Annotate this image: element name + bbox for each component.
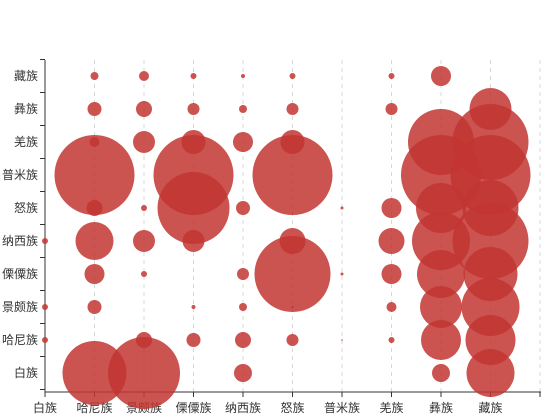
x-tick-label: 普米族 (324, 401, 360, 415)
bubble (187, 103, 200, 115)
y-tick-label: 普米族 (2, 168, 38, 182)
bubble (241, 74, 245, 78)
bubble (289, 73, 296, 79)
bubble (42, 304, 48, 310)
x-tick-label: 哈尼族 (76, 401, 112, 415)
y-tick-label: 羌族 (14, 135, 38, 149)
bubble (431, 66, 451, 86)
bubble (90, 72, 99, 80)
bubble (42, 337, 48, 343)
bubble (75, 222, 114, 260)
bubble (42, 238, 48, 244)
bubble (54, 135, 135, 215)
bubble (62, 341, 127, 405)
x-tick-label: 白族 (33, 400, 57, 415)
x-tick-label: 傈僳族 (175, 401, 211, 415)
bubble (191, 305, 196, 309)
bubble (421, 320, 461, 360)
bubble (388, 73, 395, 79)
bubble (340, 206, 344, 210)
bubble (234, 364, 252, 382)
y-tick-label: 哈尼族 (2, 333, 38, 347)
y-tick-label: 傈僳族 (2, 267, 38, 281)
x-tick-label: 怒族 (280, 400, 304, 415)
bubble (235, 332, 251, 348)
bubble (136, 332, 152, 348)
y-tick-label: 纳西族 (2, 234, 38, 248)
bubble (381, 198, 402, 218)
bubble (386, 302, 397, 312)
bubble (237, 268, 249, 280)
bubble (89, 137, 100, 147)
x-tick-label: 纳西族 (225, 401, 261, 415)
bubble (286, 103, 299, 115)
bubble (153, 135, 234, 215)
bubble (340, 272, 344, 276)
bubble (133, 230, 155, 252)
y-tick-label: 彝族 (14, 101, 38, 116)
bubble (139, 71, 149, 81)
bubble (252, 135, 333, 215)
bubble (186, 333, 201, 347)
y-tick-label: 白族 (14, 365, 38, 380)
bubble (420, 286, 462, 328)
bubble (141, 271, 147, 277)
bubble (469, 88, 512, 130)
x-tick-label: 彝族 (429, 400, 453, 415)
bubble (233, 132, 253, 152)
x-tick-label: 羌族 (379, 401, 403, 415)
bubble (286, 334, 299, 346)
bubble (279, 228, 306, 254)
bubble (341, 339, 343, 341)
bubble (378, 228, 405, 254)
bubble (108, 337, 180, 409)
bubble (385, 103, 398, 115)
bubble (141, 205, 147, 211)
y-tick-label: 景颇族 (2, 299, 38, 314)
bubble (381, 264, 402, 284)
bubble (432, 364, 450, 382)
x-tick-label: 藏族 (478, 401, 502, 415)
bubble (87, 300, 102, 314)
bubble (239, 303, 247, 311)
bubble (84, 264, 105, 284)
bubbles (42, 66, 531, 409)
bubble (87, 102, 102, 116)
y-tick-label: 怒族 (14, 200, 38, 215)
bubble (239, 105, 247, 113)
y-tick-label: 藏族 (14, 69, 38, 83)
bubble (254, 236, 331, 312)
bubble (452, 104, 529, 180)
bubble (236, 201, 250, 215)
bubble (136, 101, 152, 117)
bubble (181, 130, 206, 154)
bubble (280, 130, 305, 154)
bubble (133, 131, 155, 153)
bubble (388, 337, 395, 343)
bubble (190, 73, 197, 79)
